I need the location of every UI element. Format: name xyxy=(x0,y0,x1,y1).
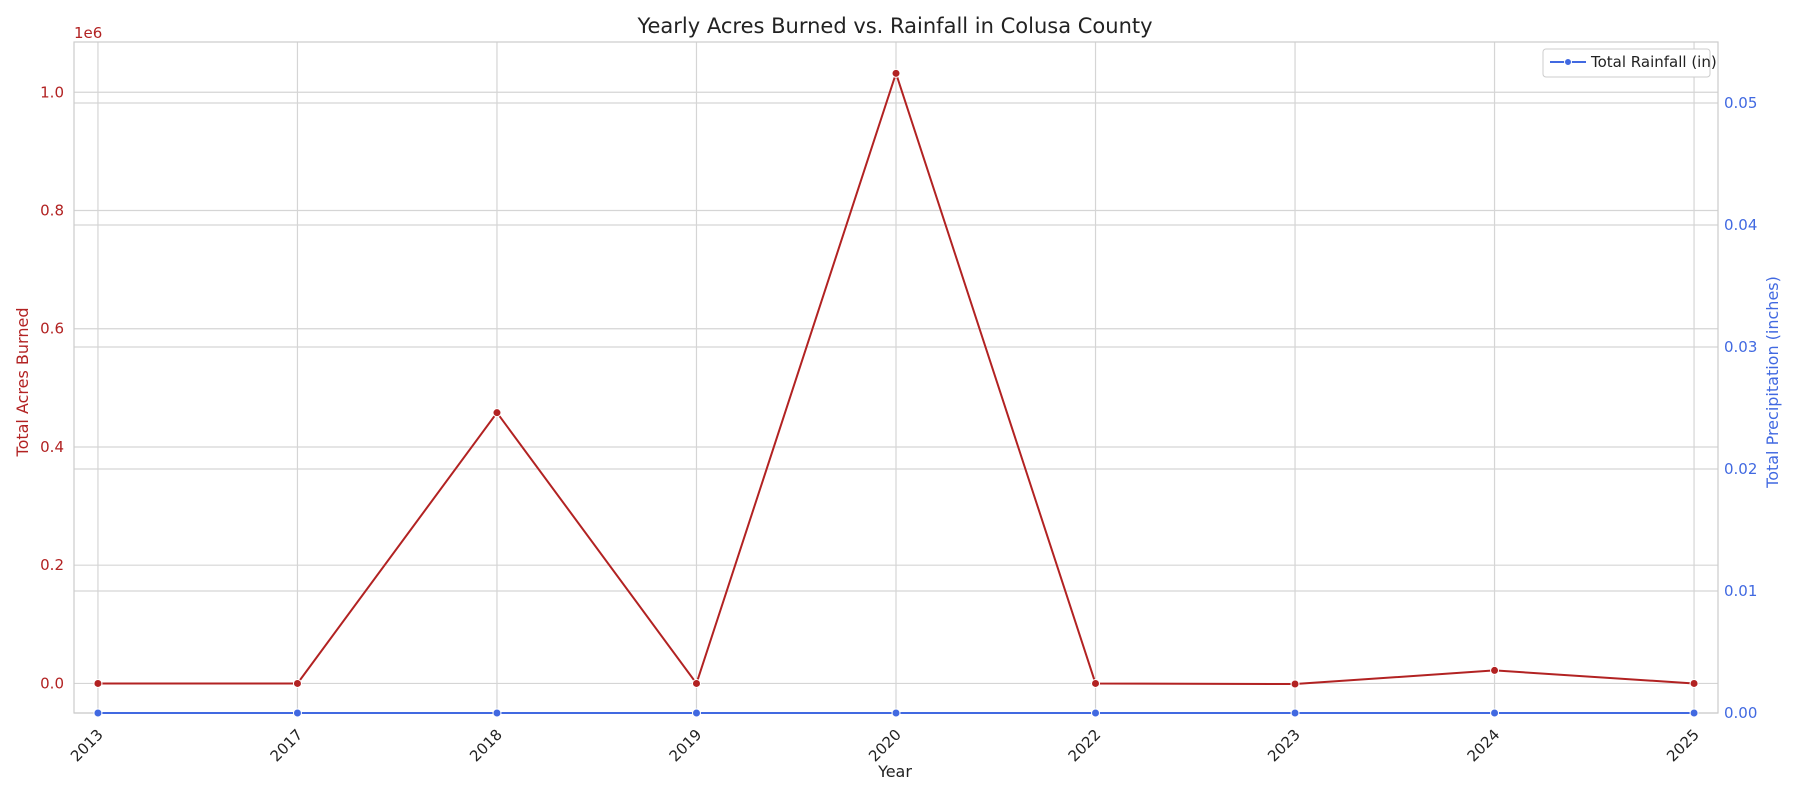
x-tick-label: 2018 xyxy=(466,726,506,766)
grid xyxy=(74,42,1718,714)
chart-title: Yearly Acres Burned vs. Rainfall in Colu… xyxy=(636,14,1152,38)
legend: Total Rainfall (in) xyxy=(1542,48,1717,78)
acres-burned-point xyxy=(691,678,701,688)
x-tick-label: 2025 xyxy=(1663,726,1703,766)
right-tick-label: 0.01 xyxy=(1724,582,1757,600)
x-axis-label: Year xyxy=(877,762,912,781)
left-tick-label: 1.0 xyxy=(40,83,64,101)
rainfall-point xyxy=(1490,708,1500,718)
rainfall-point xyxy=(1290,708,1300,718)
acres-burned-point xyxy=(93,678,103,688)
series-layer xyxy=(93,68,1699,718)
x-tick-label: 2013 xyxy=(67,726,107,766)
left-tick-label: 0.0 xyxy=(40,674,64,692)
left-tick-label: 0.2 xyxy=(40,556,64,574)
acres-burned-point xyxy=(1689,678,1699,688)
legend-box xyxy=(1542,48,1711,78)
left-tick-label: 0.8 xyxy=(40,201,64,219)
legend-dot-marker xyxy=(1564,58,1572,66)
rainfall-point xyxy=(891,708,901,718)
x-tick-label: 2022 xyxy=(1065,726,1105,766)
rainfall-point xyxy=(93,708,103,718)
right-tick-label: 0.00 xyxy=(1724,704,1757,722)
left-tick-label: 0.6 xyxy=(40,320,64,338)
left-axis-label: Total Acres Burned xyxy=(13,308,32,458)
rainfall-point xyxy=(292,708,302,718)
right-tick-label: 0.05 xyxy=(1724,94,1757,112)
acres-burned-point xyxy=(1290,679,1300,689)
x-tick-label: 2024 xyxy=(1464,726,1504,766)
acres-burned-point xyxy=(1091,678,1101,688)
acres-burned-point xyxy=(492,408,502,418)
right-tick-label: 0.02 xyxy=(1724,460,1757,478)
x-tick-label: 2017 xyxy=(267,726,307,766)
rainfall-point xyxy=(691,708,701,718)
left-tick-label: 0.4 xyxy=(40,438,64,456)
right-axis-label: Total Precipitation (inches) xyxy=(1763,276,1782,489)
right-tick-label: 0.03 xyxy=(1724,338,1757,356)
rainfall-point xyxy=(492,708,502,718)
acres-burned-point xyxy=(891,68,901,78)
legend-entry-total-rainfall: Total Rainfall (in) xyxy=(1590,53,1717,71)
rainfall-point xyxy=(1689,708,1699,718)
acres-burned-point xyxy=(1490,665,1500,675)
x-tick-label: 2019 xyxy=(666,726,706,766)
left-axis-offset-text: 1e6 xyxy=(74,24,102,42)
x-tick-label: 2023 xyxy=(1264,726,1304,766)
acres-burned-point xyxy=(292,678,302,688)
rainfall-point xyxy=(1091,708,1101,718)
x-tick-label: 2020 xyxy=(865,726,905,766)
right-tick-label: 0.04 xyxy=(1724,216,1757,234)
